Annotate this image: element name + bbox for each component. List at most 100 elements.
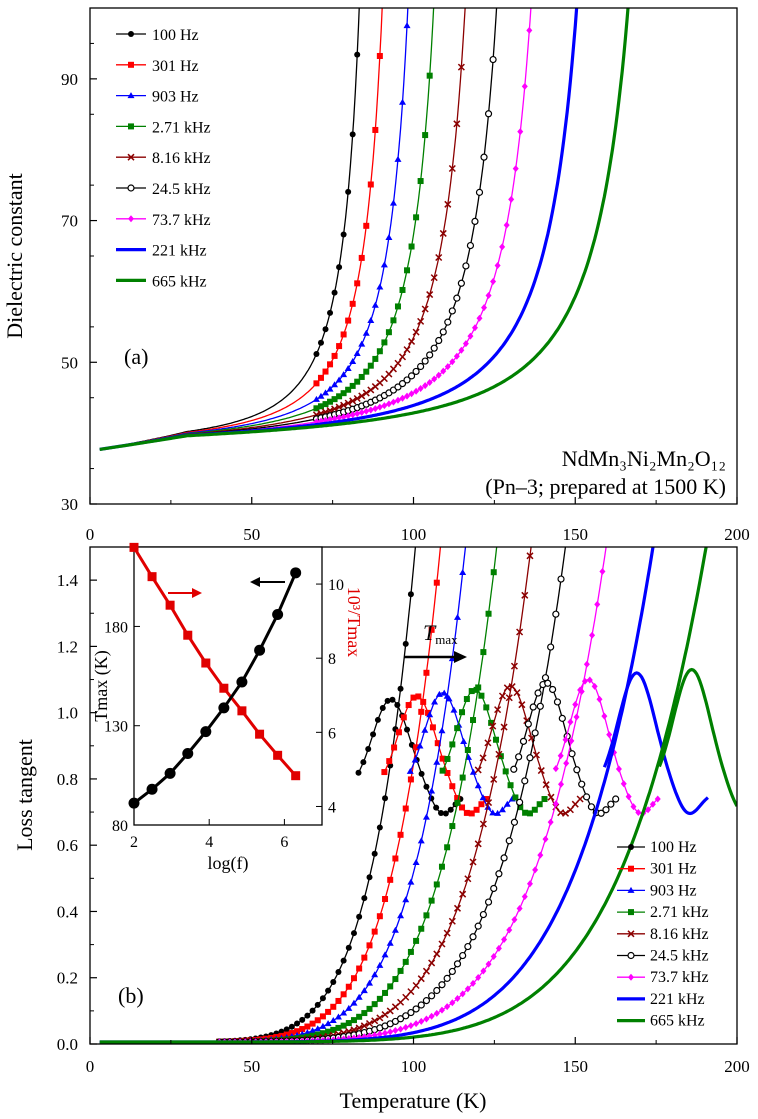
series-b-5-marker [469, 933, 477, 941]
series-b-0-peak-marker [442, 810, 449, 817]
b-legend-marker-6 [628, 973, 634, 981]
series-b-1-peak-marker [391, 744, 398, 751]
series-b-1-marker [288, 1030, 295, 1037]
series-b-6-marker [423, 1015, 430, 1023]
series-b-5-marker [500, 854, 508, 862]
series-b-6-peak-marker [552, 765, 559, 773]
series-b-1-peak-marker [400, 714, 407, 721]
inset-invT-point-6 [237, 706, 247, 716]
series-b-2-marker [324, 1020, 332, 1027]
series-a-2-marker [312, 395, 320, 402]
b-legend-marker-0 [628, 844, 634, 850]
series-b-4-peak-marker-b [532, 751, 540, 759]
series-a-4-marker [408, 337, 416, 345]
series-b-2-peak-marker [479, 794, 487, 801]
series-b-4-marker-b [485, 799, 493, 807]
series-a-6-marker [376, 403, 383, 411]
series-b-3-marker [314, 1031, 321, 1038]
series-a-6-marker [476, 314, 483, 322]
series-a-6-marker [358, 409, 365, 417]
series-a-3-marker [399, 286, 406, 293]
series-a-4-marker [448, 164, 456, 173]
series-b-3-marker [376, 995, 383, 1002]
series-b-4-marker [438, 940, 446, 948]
series-a-1-marker [367, 181, 374, 188]
series-b-3-marker [464, 747, 471, 754]
series-b-1-marker [335, 997, 342, 1004]
series-b-3-peak-marker [517, 804, 524, 811]
series-a-2-marker [335, 376, 343, 383]
series-b-4-peak-marker-b [484, 739, 492, 747]
a-sample-formula: NdMn₃Ni₂Mn₂O₁₂ [562, 446, 726, 471]
series-b-6-marker [485, 960, 492, 968]
series-b-1-peak-marker [386, 758, 393, 765]
series-b-1-marker [345, 983, 352, 990]
inset-Tmax-point-7 [254, 644, 266, 656]
series-a-2-marker [389, 199, 397, 206]
a-legend-marker-3 [128, 123, 134, 130]
series-a-2-marker [317, 392, 325, 399]
series-a-0-marker [331, 289, 338, 296]
series-b-3-peak-marker [444, 755, 451, 762]
series-b-6-marker [459, 990, 466, 998]
series-b-6-marker [568, 737, 575, 745]
tmax-arrow-head [454, 651, 467, 663]
inset-plot: 2 4 6 80 130 180 4 6 8 10 log(f) Tmax (K) 10³/Tmax [91, 542, 364, 874]
series-b-1-marker [319, 1013, 326, 1020]
series-a-6-marker [517, 128, 524, 136]
series-b-2-marker [433, 758, 441, 765]
series-b-5-peak-marker [573, 766, 581, 774]
series-a-0-line [99, 8, 360, 450]
series-b-2-marker [459, 568, 467, 575]
series-b-4-marker-b [355, 1024, 363, 1032]
inset-black-arrow-head [250, 577, 260, 587]
series-b-6-peak-marker [591, 682, 598, 690]
series-b-4-marker-b [510, 662, 518, 670]
series-a-0-marker [345, 188, 352, 195]
series-b-3-peak-marker [507, 782, 514, 789]
series-b-5-marker [464, 942, 472, 951]
series-b-2-marker [355, 993, 363, 1000]
b-ytick-label: 0.2 [57, 969, 78, 988]
series-a-6-marker [471, 324, 478, 332]
series-b-4-peak-marker [474, 766, 482, 774]
series-b-4-marker-b [422, 967, 430, 975]
series-a-6-marker [340, 413, 347, 421]
series-b-6-peak-marker [562, 736, 569, 744]
series-b-3-marker [397, 967, 404, 974]
series-b-5-peak-marker [510, 765, 518, 773]
series-a-5-marker [426, 351, 434, 359]
series-b-2-peak-marker [489, 809, 497, 816]
series-b-6-marker [573, 713, 580, 721]
series-a-6-marker [453, 352, 460, 360]
series-b-4-marker-b [479, 820, 487, 828]
series-a-3-marker [381, 339, 388, 346]
inset-xlabel: log(f) [208, 853, 249, 874]
series-a-6-marker [372, 405, 379, 413]
series-a-2-marker [371, 301, 379, 308]
series-b-5-marker [396, 1015, 405, 1023]
inset-Tmax-point-4 [200, 726, 212, 738]
series-a-1-marker [340, 331, 347, 338]
series-b-4-peak-marker [489, 722, 497, 730]
series-b-3-marker [418, 925, 425, 932]
series-b-4-peak-marker-b [494, 706, 502, 714]
series-a-0-marker [327, 309, 334, 316]
series-b-6-marker [444, 1003, 451, 1011]
series-a-2-marker [331, 381, 339, 388]
series-b-5-marker [547, 643, 555, 651]
series-a-4-marker-b [331, 405, 339, 413]
inset-invT-line [132, 546, 297, 777]
series-b-5-marker [531, 729, 539, 737]
series-a-2-marker [376, 283, 384, 290]
inset-ytick-right-label: 6 [328, 725, 336, 742]
series-b-4-peak-marker [479, 754, 487, 762]
series-a-6-marker [394, 396, 401, 404]
series-b-4-marker [469, 858, 477, 866]
series-a-4-marker-b [439, 229, 447, 237]
b-xtick-label: 0 [86, 1057, 95, 1076]
series-b-4-peak [477, 685, 583, 815]
series-b-1-peak-marker [415, 693, 422, 700]
series-b-4-peak-marker-b [518, 701, 526, 709]
series-b-4-marker-b [459, 890, 467, 898]
